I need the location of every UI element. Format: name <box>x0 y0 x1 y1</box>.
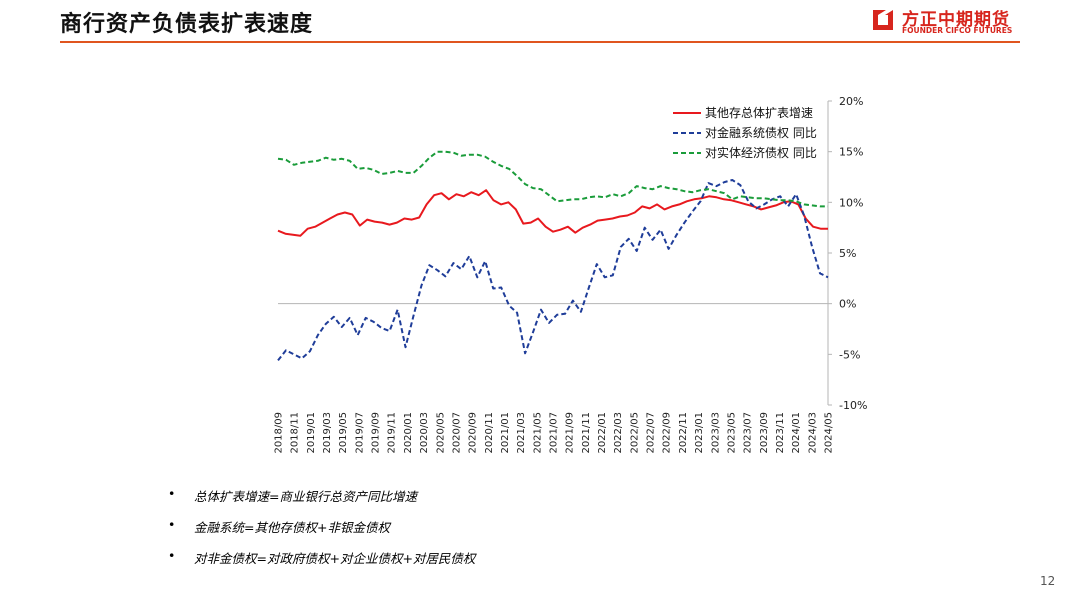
y-tick-label: 0% <box>839 298 856 311</box>
x-tick-label: 2021/09 <box>565 412 576 454</box>
x-tick-label: 2019/09 <box>371 412 382 454</box>
y-tick-label: 20% <box>839 95 863 108</box>
x-tick-label: 2022/05 <box>629 412 640 454</box>
x-tick-label: 2021/03 <box>516 412 527 454</box>
x-tick-label: 2023/03 <box>710 412 721 454</box>
x-tick-label: 2020/11 <box>484 412 495 454</box>
y-tick-label: 10% <box>839 196 863 209</box>
x-tick-label: 2020/05 <box>435 412 446 454</box>
x-tick-label: 2019/03 <box>322 412 333 454</box>
x-tick-label: 2023/11 <box>775 412 786 454</box>
x-tick-label: 2024/01 <box>791 412 802 454</box>
series-line-1 <box>277 189 828 237</box>
legend-label: 其他存总体扩表增速 <box>705 106 813 120</box>
x-tick-label: 2023/07 <box>743 412 754 454</box>
x-tick-label: 2019/11 <box>387 412 398 454</box>
logo-name-en: FOUNDER CIFCO FUTURES <box>902 26 1013 35</box>
x-tick-label: 2022/09 <box>662 412 673 454</box>
x-tick-label: 2021/11 <box>581 412 592 454</box>
x-tick-label: 2019/07 <box>354 412 365 454</box>
x-tick-label: 2021/01 <box>500 412 511 454</box>
y-tick-label: 15% <box>839 146 863 159</box>
x-tick-label: 2020/03 <box>419 412 430 454</box>
series-line-3 <box>277 150 828 208</box>
x-tick-label: 2023/01 <box>694 412 705 454</box>
y-tick-label: -10% <box>839 399 867 412</box>
x-tick-label: 2021/05 <box>532 412 543 454</box>
y-tick-label: 5% <box>839 247 856 260</box>
title-divider <box>60 41 1020 43</box>
x-tick-label: 2020/09 <box>468 412 479 454</box>
x-tick-label: 2019/01 <box>306 412 317 454</box>
series-line-2 <box>277 179 829 362</box>
x-tick-label: 2022/03 <box>613 412 624 454</box>
x-tick-label: 2022/11 <box>678 412 689 454</box>
x-tick-label: 2023/05 <box>726 412 737 454</box>
note-text: 金融系统=其他存债权+非银金债权 <box>194 520 390 535</box>
bullet-icon: • <box>168 517 176 532</box>
legend-label: 对实体经济债权 同比 <box>705 145 817 160</box>
note-text: 对非金债权=对政府债权+对企业债权+对居民债权 <box>194 551 476 566</box>
x-tick-label: 2018/09 <box>274 412 285 454</box>
x-tick-label: 2018/11 <box>290 412 301 454</box>
page-number: 12 <box>1040 574 1056 588</box>
company-logo: 方正中期期货 FOUNDER CIFCO FUTURES <box>870 5 1020 37</box>
x-tick-label: 2023/09 <box>759 412 770 454</box>
bullet-icon: • <box>168 486 176 501</box>
x-tick-label: 2020/01 <box>403 412 414 454</box>
note-text: 总体扩表增速=商业银行总资产同比增速 <box>194 489 417 504</box>
y-tick-label: -5% <box>839 348 860 361</box>
legend-label: 对金融系统债权 同比 <box>705 125 817 140</box>
x-tick-label: 2024/03 <box>807 412 818 454</box>
logo-name-cn: 方正中期期货 <box>902 10 1010 30</box>
line-chart: 20% 15% 10% 5% 0% -5% -10% 2018/09 2018/11 2019/0… <box>274 95 868 454</box>
x-tick-label: 2021/07 <box>549 412 560 454</box>
x-tick-label: 2024/05 <box>824 412 835 454</box>
x-tick-label: 2020/07 <box>451 412 462 454</box>
logo-mark-icon <box>873 10 893 30</box>
x-tick-label: 2022/01 <box>597 412 608 454</box>
x-tick-label: 2022/07 <box>646 412 657 454</box>
bullet-icon: • <box>168 548 176 563</box>
page-title: 商行资产负债表扩表速度 <box>60 12 314 37</box>
x-tick-label: 2019/05 <box>338 412 349 454</box>
